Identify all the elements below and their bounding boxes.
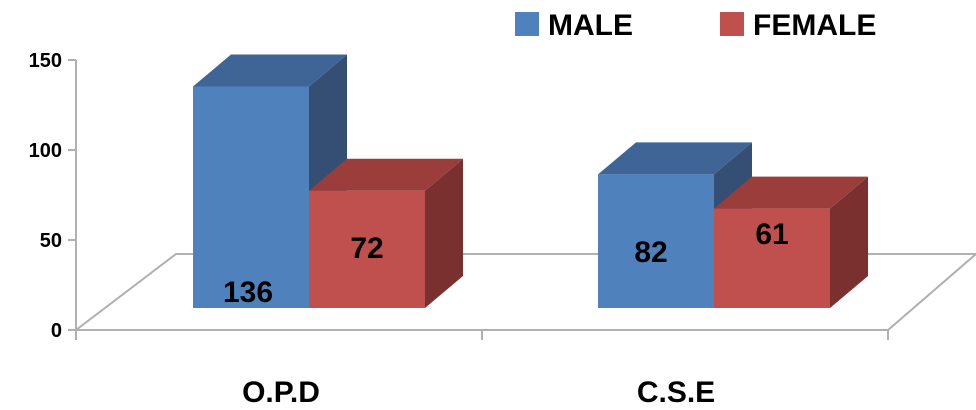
y-tick-label: 0 <box>51 320 62 342</box>
legend-label: MALE <box>548 9 633 42</box>
bar-front <box>193 86 309 309</box>
value-label: 61 <box>755 218 788 251</box>
value-labels: 136 72 82 61 <box>223 218 789 309</box>
bar-female-1 <box>714 176 868 308</box>
bar-top <box>714 176 868 209</box>
bar-top <box>193 54 347 87</box>
bar-side <box>425 158 463 308</box>
category-label: C.S.E <box>637 376 715 409</box>
legend-label: FEMALE <box>753 9 876 42</box>
bar-top <box>598 142 752 175</box>
value-label: 136 <box>223 276 273 309</box>
x-axis-ticks <box>75 330 889 340</box>
bar-female-0 <box>309 158 463 308</box>
value-label: 82 <box>634 236 667 269</box>
bars <box>193 54 868 309</box>
category-labels: O.P.D C.S.E <box>242 376 715 409</box>
y-axis-ticks: 0 50 100 150 <box>29 50 76 342</box>
bar-top <box>309 158 463 191</box>
bar-front <box>598 174 714 308</box>
legend-swatch <box>515 12 539 36</box>
y-tick-label: 100 <box>29 140 62 162</box>
legend-item-male: MALE <box>515 9 633 42</box>
bar-front <box>714 208 830 308</box>
legend-item-female: FEMALE <box>720 9 876 42</box>
legend-swatch <box>720 12 744 36</box>
y-tick-label: 150 <box>29 50 62 72</box>
bar-side <box>830 176 868 308</box>
y-tick-label: 50 <box>40 230 62 252</box>
bar-front <box>309 190 425 308</box>
legend: MALE FEMALE <box>515 9 876 42</box>
value-label: 72 <box>350 232 383 265</box>
category-label: O.P.D <box>242 376 320 409</box>
